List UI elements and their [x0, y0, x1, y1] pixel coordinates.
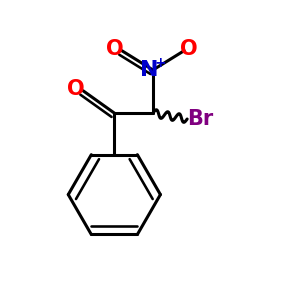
- Text: O: O: [106, 39, 123, 59]
- Text: Br: Br: [188, 109, 214, 129]
- Text: N: N: [140, 60, 159, 80]
- Text: O: O: [180, 39, 197, 59]
- Text: O: O: [67, 79, 85, 99]
- Text: +: +: [154, 56, 166, 70]
